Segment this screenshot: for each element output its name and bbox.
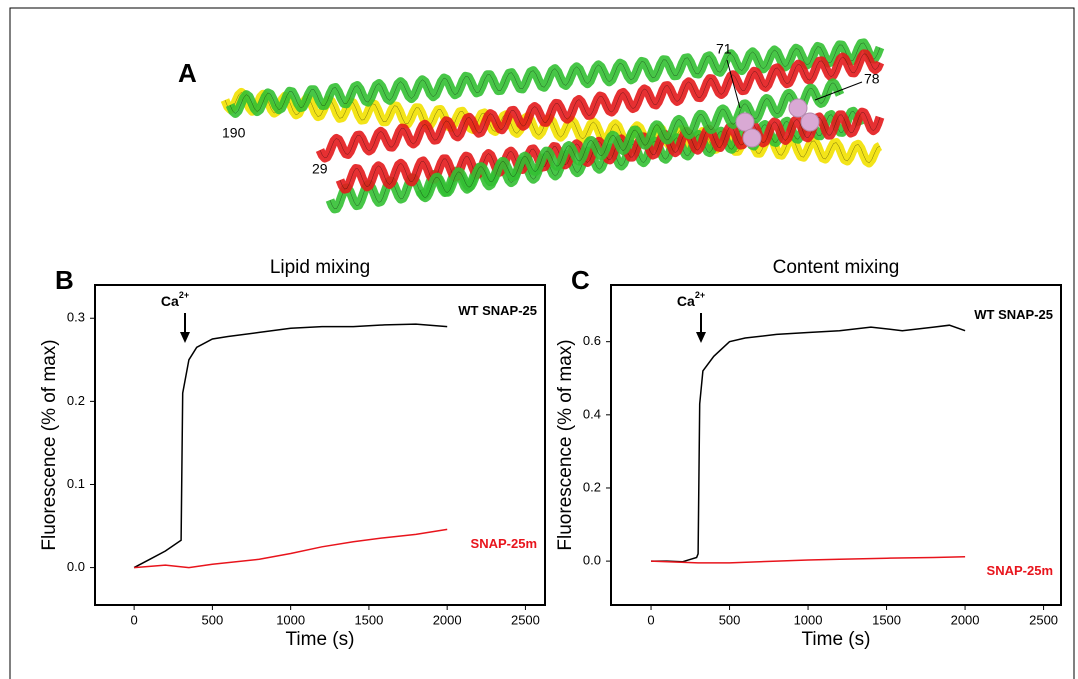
annotation: Ca2+ (161, 290, 189, 308)
annotation: Ca2+ (677, 290, 705, 308)
x-tick-label: 1500 (872, 612, 901, 627)
sphere (742, 128, 762, 148)
sphere (735, 112, 755, 132)
annotation-superscript: 2+ (179, 290, 189, 300)
residue-label: 71 (716, 41, 732, 57)
y-tick-label: 0.2 (67, 393, 85, 408)
chart-title: Lipid mixing (270, 257, 370, 278)
y-tick-label: 0.0 (583, 553, 601, 568)
annotation-superscript: 2+ (695, 290, 705, 300)
x-tick-label: 2500 (1029, 612, 1058, 627)
residue-label: 78 (864, 71, 880, 87)
helix-edge (419, 82, 841, 198)
arrow-head (696, 332, 706, 343)
series-line (650, 555, 966, 564)
series-label: WT SNAP-25 (458, 303, 537, 318)
series-line (651, 324, 966, 563)
y-axis-title: Fluorescence (% of max) (555, 339, 576, 550)
residue-label: 190 (222, 125, 246, 141)
helix-edge (339, 111, 881, 190)
y-tick-label: 0.3 (67, 310, 85, 325)
x-tick-label: 2000 (951, 612, 980, 627)
helix-edge (229, 42, 881, 114)
sphere (788, 98, 808, 118)
series-label: WT SNAP-25 (974, 307, 1053, 322)
protein-structure (220, 38, 885, 214)
y-tick-label: 0.0 (67, 559, 85, 574)
x-tick-label: 500 (202, 612, 224, 627)
x-tick-label: 2500 (511, 612, 540, 627)
leader-line (814, 81, 863, 101)
y-tick-label: 0.1 (67, 476, 85, 491)
x-axis-title: Time (s) (286, 629, 355, 650)
y-axis-title: Fluorescence (% of max) (39, 339, 60, 550)
series-label: SNAP-25m (471, 536, 537, 551)
panel-label: B (55, 265, 74, 295)
series-label: SNAP-25m (987, 563, 1053, 578)
helix-edge (319, 53, 881, 159)
x-tick-label: 0 (131, 612, 138, 627)
panel-label: A (178, 58, 197, 88)
plot-area (94, 284, 546, 606)
x-tick-label: 1000 (276, 612, 305, 627)
y-tick-label: 0.4 (583, 406, 601, 421)
y-tick-label: 0.2 (583, 479, 601, 494)
plot-area (610, 284, 1062, 606)
x-tick-label: 2000 (433, 612, 462, 627)
x-tick-label: 0 (647, 612, 654, 627)
series-line (133, 323, 448, 569)
x-tick-label: 1500 (354, 612, 383, 627)
arrow-head (180, 332, 190, 343)
annotation-text: Ca (161, 293, 179, 309)
annotation-text: Ca (677, 293, 695, 309)
x-axis-title: Time (s) (802, 629, 871, 650)
chart-title: Content mixing (773, 257, 900, 278)
x-tick-label: 1000 (794, 612, 823, 627)
leader-line (726, 59, 741, 109)
x-tick-label: 500 (719, 612, 741, 627)
series-line (134, 528, 448, 569)
panel-label: C (571, 265, 590, 295)
frame (9, 7, 1075, 679)
residue-label: 29 (312, 161, 328, 177)
y-tick-label: 0.6 (583, 333, 601, 348)
sphere (800, 112, 820, 132)
